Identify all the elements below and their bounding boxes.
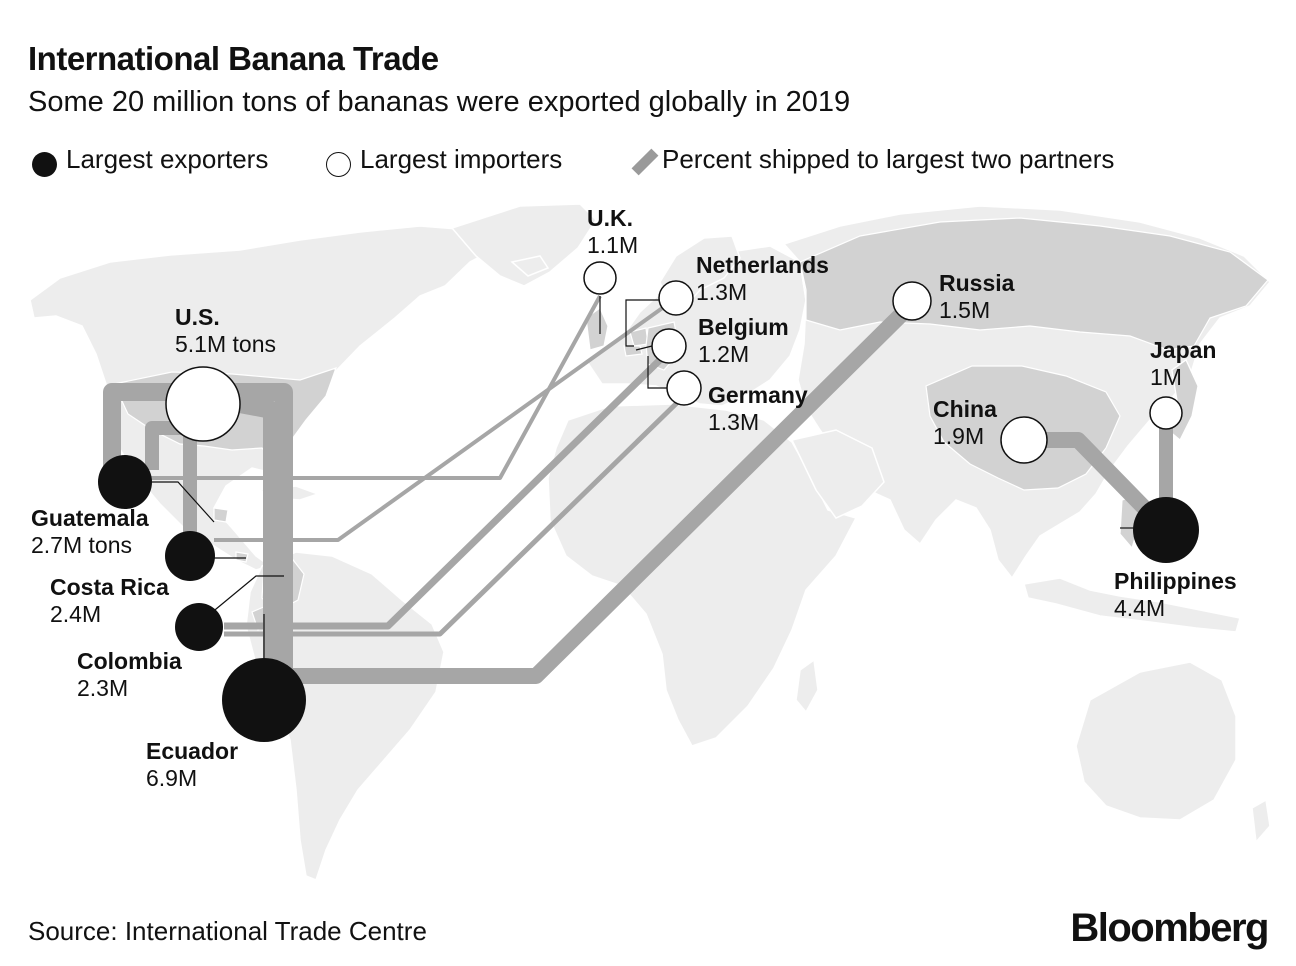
label-netherlands-name: Netherlands <box>696 252 829 278</box>
label-guatemala-name: Guatemala <box>31 505 149 531</box>
label-costa-rica-name: Costa Rica <box>50 574 169 600</box>
importer-russia-marker <box>892 281 932 321</box>
importer-germany-marker <box>666 370 702 406</box>
belgium-shape <box>623 345 643 357</box>
label-us-name: U.S. <box>175 304 220 330</box>
importer-china-marker <box>1000 416 1048 464</box>
importer-uk-marker <box>583 261 617 295</box>
label-japan-name: Japan <box>1150 337 1217 363</box>
label-us-value: 5.1M tons <box>175 331 276 357</box>
label-germany: Germany 1.3M <box>708 382 808 436</box>
label-guatemala: Guatemala 2.7M tons <box>31 505 149 559</box>
exporter-guatemala-marker <box>98 455 152 509</box>
label-japan-value: 1M <box>1150 364 1182 390</box>
label-belgium-value: 1.2M <box>698 341 750 367</box>
label-ecuador-name: Ecuador <box>146 738 239 764</box>
label-ecuador: Ecuador 6.9M <box>146 738 238 792</box>
importer-belgium-marker <box>651 328 687 364</box>
iceland <box>510 255 550 277</box>
flow-ecuador-us <box>238 395 281 660</box>
arabia <box>790 429 885 519</box>
label-netherlands: Netherlands 1.3M <box>696 252 829 306</box>
label-uk: U.K. 1.1M <box>587 205 638 259</box>
legend-importers-label: Largest importers <box>360 144 563 174</box>
leader-lines <box>140 296 1134 660</box>
label-philippines: Philippines 4.4M <box>1114 568 1237 622</box>
chart-title: International Banana Trade <box>28 40 439 77</box>
exporter-costa-rica-marker <box>165 531 215 581</box>
label-china-value: 1.9M <box>933 423 985 449</box>
importer-dot-icon <box>326 152 351 177</box>
flow-guatemala-uk <box>150 295 602 480</box>
new-zealand <box>1251 798 1271 844</box>
label-philippines-value: 4.4M <box>1114 595 1166 621</box>
exporter-philippines-marker <box>1133 497 1199 563</box>
greenland <box>450 203 597 287</box>
label-germany-value: 1.3M <box>708 409 760 435</box>
label-costa-rica-value: 2.4M <box>50 601 102 627</box>
madagascar <box>795 658 819 714</box>
flow-line-icon <box>631 148 659 176</box>
world-map <box>29 203 1272 881</box>
costa-rica-shape <box>235 551 249 563</box>
importer-japan-marker <box>1149 396 1183 430</box>
guatemala-shape <box>213 507 229 523</box>
label-russia-value: 1.5M <box>939 297 991 323</box>
label-germany-name: Germany <box>708 382 808 408</box>
exporter-markers <box>98 455 1199 742</box>
label-russia-name: Russia <box>939 270 1015 296</box>
label-ecuador-value: 6.9M <box>146 765 198 791</box>
importer-markers <box>165 261 1183 464</box>
label-uk-name: U.K. <box>587 205 633 231</box>
label-uk-value: 1.1M <box>587 232 639 258</box>
uk-shape <box>585 307 609 351</box>
flow-ecuador-russia <box>272 298 918 684</box>
label-belgium-name: Belgium <box>698 314 789 340</box>
exporter-dot-icon <box>32 152 57 177</box>
label-colombia-name: Colombia <box>77 648 182 674</box>
australia <box>1075 661 1237 821</box>
chart-subtitle: Some 20 million tons of bananas were exp… <box>28 86 851 118</box>
exporter-ecuador-marker <box>222 658 306 742</box>
legend-share-label: Percent shipped to largest two partners <box>662 144 1115 174</box>
importer-netherlands-marker <box>658 280 694 316</box>
leader-colombia <box>209 575 284 615</box>
source-note: Source: International Trade Centre <box>28 916 427 946</box>
label-japan: Japan 1M <box>1150 337 1216 391</box>
flow-philippines-china <box>1040 432 1170 534</box>
africa <box>547 403 858 747</box>
flow-costarica-netherlands <box>214 302 670 542</box>
label-china-name: China <box>933 396 997 422</box>
label-china: China 1.9M <box>933 396 997 450</box>
leader-guatemala <box>140 481 215 523</box>
label-colombia-value: 2.3M <box>77 675 129 701</box>
flow-colombia-belgium <box>224 349 671 630</box>
label-netherlands-value: 1.3M <box>696 279 748 305</box>
label-belgium: Belgium 1.2M <box>698 314 789 368</box>
label-russia: Russia 1.5M <box>939 270 1014 324</box>
label-guatemala-value: 2.7M tons <box>31 532 132 558</box>
flow-colombia-germany <box>224 394 686 637</box>
bloomberg-logo: Bloomberg <box>1070 906 1269 950</box>
flow-costarica-us <box>145 421 197 546</box>
label-us: U.S. 5.1M tons <box>175 304 276 358</box>
leader-netherlands <box>625 299 662 347</box>
label-colombia: Colombia 2.3M <box>77 648 182 702</box>
legend-exporters-label: Largest exporters <box>66 144 269 174</box>
leader-germany <box>647 356 670 389</box>
leader-belgium <box>635 345 653 351</box>
exporter-colombia-marker <box>175 603 223 651</box>
indonesia <box>1023 577 1241 633</box>
label-philippines-name: Philippines <box>1114 568 1237 594</box>
importer-us-marker <box>165 366 241 442</box>
label-costa-rica: Costa Rica 2.4M <box>50 574 169 628</box>
